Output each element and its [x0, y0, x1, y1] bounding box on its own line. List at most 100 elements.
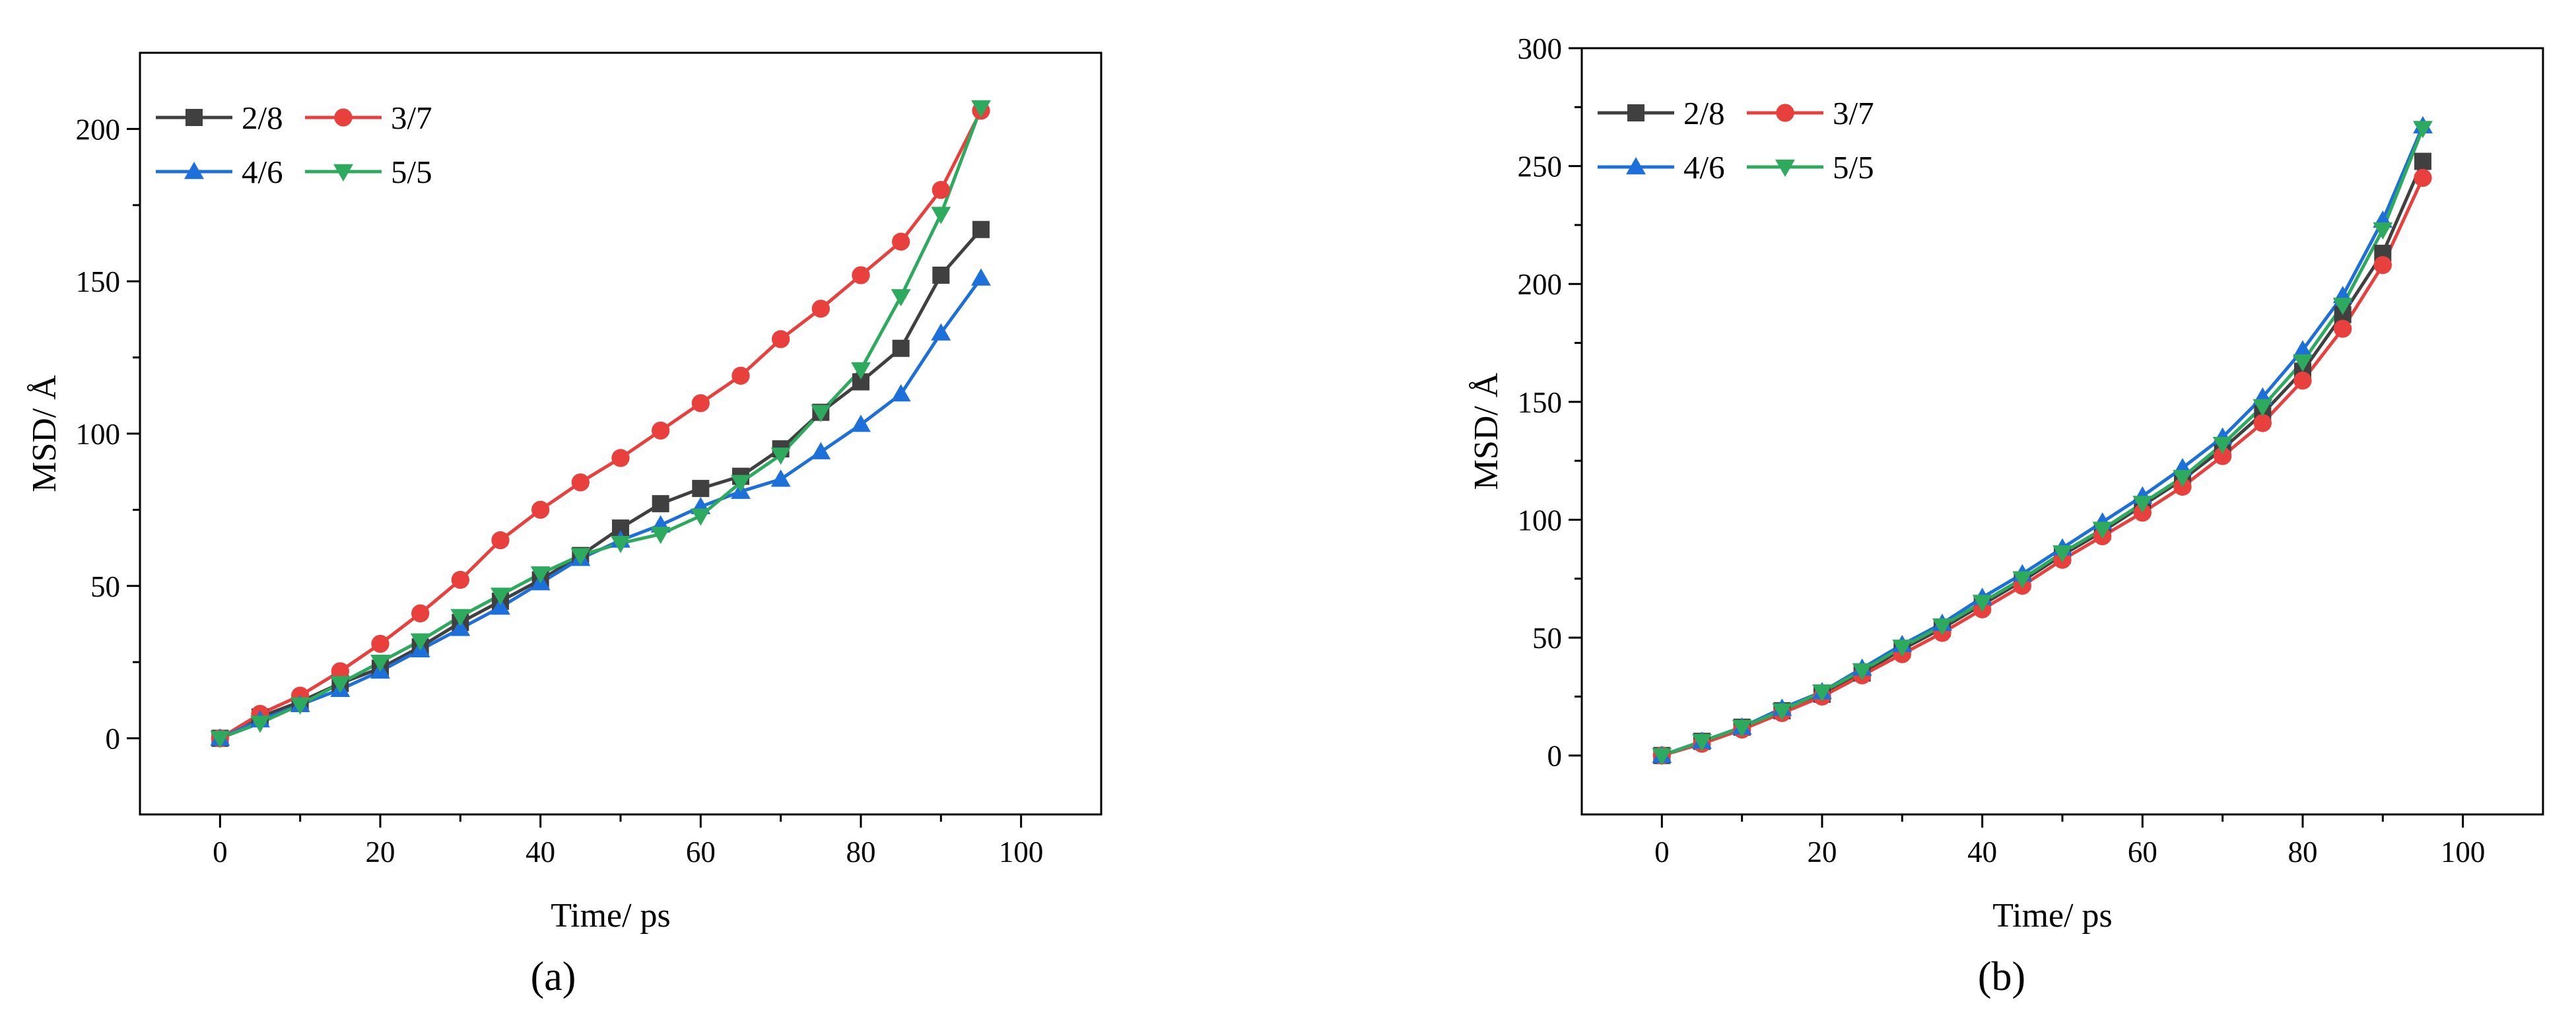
chart-a-data-point-5/5 — [731, 475, 751, 492]
chart-b-x-axis-label: Time/ ps — [1992, 897, 2113, 935]
chart-a-data-point-4/6 — [891, 384, 911, 402]
chart-b-data-point-4/6 — [2293, 340, 2313, 358]
chart-b-y-tick-label: 0 — [1547, 740, 1563, 773]
chart-b-data-point-5/5 — [2332, 298, 2353, 315]
chart-b-y-axis-label: MSD/ Å — [1468, 372, 1505, 490]
chart-b-data-point-3/7 — [2293, 372, 2312, 390]
chart-a-data-point-4/6 — [491, 597, 510, 615]
chart-b-data-point-5/5 — [1852, 663, 1872, 681]
chart-a-data-point-3/7 — [371, 634, 390, 653]
chart-a-data-point-4/6 — [770, 469, 791, 487]
chart-b-data-point-3/7 — [2414, 168, 2432, 187]
chart-a-data-point-2/8 — [652, 495, 669, 513]
chart-b-data-point-5/5 — [2132, 496, 2153, 513]
chart-b-data-point-5/5 — [1812, 684, 1832, 702]
chart-b-series-line-2/8 — [1661, 160, 2425, 758]
chart-a-data-point-5/5 — [290, 697, 310, 715]
chart-a-data-point-5/5 — [250, 715, 270, 733]
chart-a-data-point-5/5 — [491, 587, 510, 605]
chart-a-y-tick-label: 0 — [106, 723, 121, 756]
chart-a-y-tick-label: 50 — [90, 570, 120, 603]
chart-a-data-point-4/6 — [971, 268, 991, 286]
chart-a-x-tick-label: 80 — [846, 836, 876, 869]
chart-a-data-point-3/7 — [491, 531, 510, 550]
chart-b-series-line-5/5 — [1661, 127, 2425, 758]
chart-b-data-point-5/5 — [1692, 734, 1712, 752]
chart-b-data-point-5/5 — [2173, 469, 2192, 488]
chart-b-markers — [1652, 116, 2433, 766]
chart-b-x-tick-label: 0 — [1654, 836, 1670, 869]
chart-a-data-point-3/7 — [531, 500, 550, 519]
chart-b-data-point-5/5 — [1972, 595, 1992, 612]
chart-a-data-point-3/7 — [652, 421, 670, 440]
chart-a-x-tick-label: 40 — [525, 836, 555, 869]
chart-b-x-tick-label: 80 — [2288, 836, 2318, 869]
chart-a-data-point-3/7 — [772, 330, 790, 348]
chart-b-x-tick-label: 100 — [2441, 836, 2486, 869]
chart-b-data-point-5/5 — [2012, 571, 2033, 589]
chart-a-legend-swatch-marker-3/7 — [334, 108, 353, 127]
chart-a-legend-label: 5/5 — [391, 154, 432, 190]
chart-a-data-point-5/5 — [330, 676, 351, 694]
chart-b-legend-swatch-marker-4/6 — [1626, 157, 1646, 175]
chart-a-plot-frame — [139, 51, 1102, 816]
chart-a-legend-swatch-marker-4/6 — [184, 162, 204, 180]
chart-b-series-line-3/7 — [1661, 177, 2425, 758]
chart-a-data-point-4/6 — [851, 414, 871, 432]
chart-a-x-tick-label: 20 — [366, 836, 395, 869]
chart-b-data-point-3/7 — [2253, 414, 2272, 432]
chart-a-legend-swatch-marker-5/5 — [333, 164, 353, 182]
chart-a-data-point-5/5 — [811, 405, 831, 422]
chart-a-data-point-5/5 — [370, 654, 390, 673]
chart-b-legend-label: 4/6 — [1683, 149, 1725, 185]
chart-a-data-point-5/5 — [650, 527, 671, 544]
chart-b-ticks: 0 20 40 60 80 100 0 50 100 150 200 250 300 — [1518, 32, 2486, 869]
chart-a-legend-swatch-marker-2/8 — [186, 109, 203, 126]
chart-b-data-point-5/5 — [2253, 399, 2273, 416]
chart-panel-a: 0 20 40 60 80 100 0 50 100 150 200 2/8 3/7 4/6 5/5 Ti… — [26, 51, 1102, 935]
chart-b-y-tick-label: 100 — [1518, 504, 1563, 537]
chart-a-data-point-3/7 — [451, 570, 469, 589]
panel-a-caption: (a) — [531, 954, 576, 999]
chart-a-data-point-2/8 — [972, 220, 990, 238]
chart-a-markers — [210, 100, 991, 748]
chart-b-x-tick-label: 40 — [1967, 836, 1997, 869]
chart-a-data-point-3/7 — [611, 449, 630, 467]
chart-a-data-point-3/7 — [331, 662, 349, 680]
chart-a-data-point-4/6 — [931, 323, 951, 341]
chart-b-data-point-2/8 — [2414, 152, 2431, 170]
chart-b-data-point-5/5 — [1732, 719, 1752, 737]
chart-b-data-point-5/5 — [1772, 703, 1792, 721]
chart-a-series-line-3/7 — [219, 110, 983, 740]
chart-b-data-point-5/5 — [2092, 521, 2113, 539]
chart-a-data-point-3/7 — [691, 394, 710, 412]
chart-b-legend-swatch-marker-3/7 — [1776, 104, 1794, 122]
chart-a-data-point-3/7 — [411, 604, 430, 622]
chart-a-series-lines — [219, 107, 983, 740]
chart-a-data-point-3/7 — [892, 232, 910, 251]
chart-a-y-tick-label: 200 — [76, 113, 121, 146]
chart-a-data-point-2/8 — [892, 339, 910, 357]
chart-a-data-point-4/6 — [811, 442, 831, 459]
chart-a-legend-label: 2/8 — [242, 100, 283, 136]
chart-a-data-point-3/7 — [811, 300, 830, 318]
chart-b-data-point-5/5 — [2052, 545, 2072, 563]
panel-b-caption: (b) — [1978, 954, 2025, 999]
chart-a-data-point-4/6 — [450, 618, 471, 636]
chart-b-data-point-5/5 — [2293, 354, 2313, 372]
chart-a-data-point-3/7 — [852, 266, 870, 284]
chart-b-data-point-5/5 — [2373, 222, 2393, 240]
chart-b-y-tick-label: 150 — [1518, 386, 1563, 419]
chart-a-data-point-5/5 — [851, 362, 871, 380]
chart-a-data-point-5/5 — [210, 731, 230, 748]
chart-a-data-point-5/5 — [891, 289, 911, 307]
chart-a-data-point-5/5 — [611, 535, 630, 554]
chart-b-data-point-3/7 — [2214, 447, 2232, 465]
chart-a-x-tick-label: 0 — [213, 836, 228, 869]
chart-a-x-tick-label: 60 — [686, 836, 716, 869]
chart-a-ticks: 0 20 40 60 80 100 0 50 100 150 200 — [76, 113, 1044, 869]
chart-b-legend-label: 3/7 — [1833, 95, 1874, 131]
chart-b-x-tick-label: 20 — [1808, 836, 1837, 869]
chart-a-data-point-5/5 — [570, 548, 591, 566]
chart-a-legend: 2/8 3/7 4/6 5/5 — [156, 100, 432, 190]
